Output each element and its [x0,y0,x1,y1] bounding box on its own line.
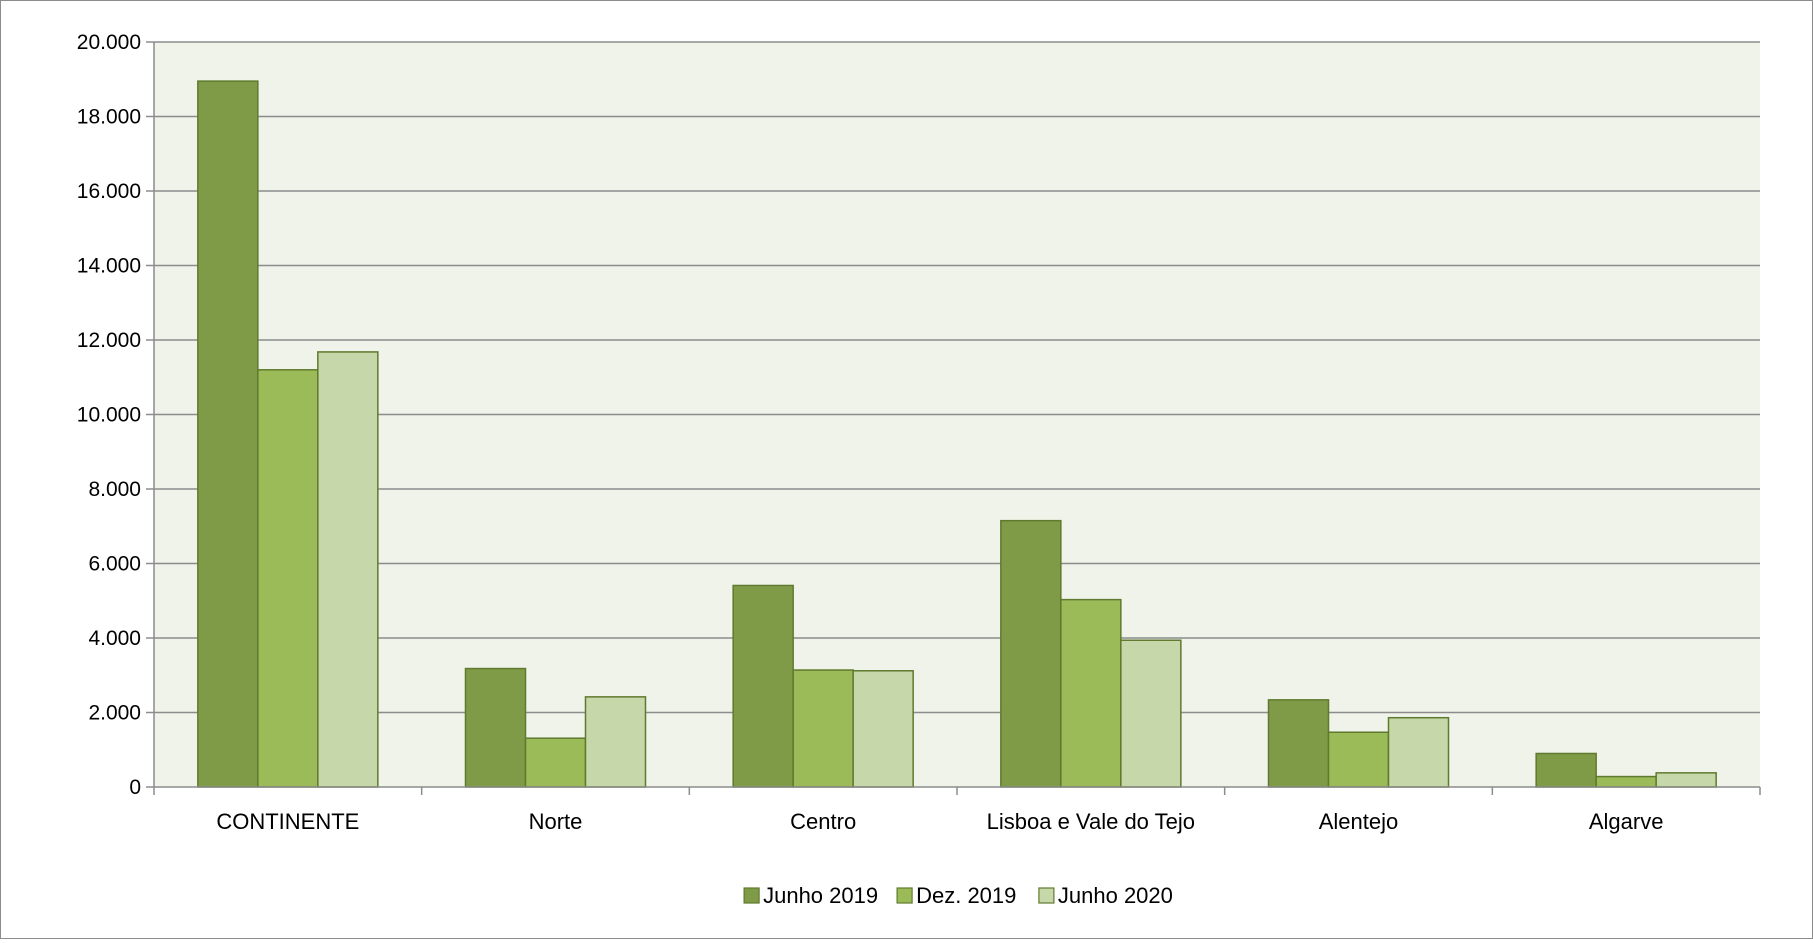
bar [1120,639,1182,788]
y-tick-label: 8.000 [88,478,141,501]
bar [1267,699,1330,788]
bars [197,80,1717,788]
legend-label: Dez. 2019 [916,883,1016,908]
bar [852,670,914,788]
bar [464,667,527,788]
legend-swatch [1038,887,1055,904]
bar [1327,731,1390,788]
bar [1535,752,1597,788]
bar [1060,598,1122,788]
bar [524,737,587,788]
y-tick-label: 14.000 [77,255,141,278]
legend: Junho 2019 Dez. 2019 Junho 2020 [743,883,1173,908]
bar [732,584,794,788]
legend-swatch [743,887,760,904]
y-axis-tick-labels: 0 2.000 4.000 6.000 8.000 10.000 12.000 14.000 1… [77,31,141,799]
axes [146,41,1761,795]
bar [1655,772,1717,788]
y-tick-label: 20.000 [77,31,141,54]
bar [792,669,854,788]
y-tick-label: 12.000 [77,329,141,352]
x-tick-label: Alentejo [1319,809,1399,834]
x-tick-label: Lisboa e Vale do Tejo [987,809,1195,834]
legend-label: Junho 2019 [763,883,878,908]
y-tick-label: 16.000 [77,180,141,203]
bar [1000,519,1062,788]
x-tick-label: Norte [529,809,583,834]
y-tick-label: 4.000 [88,627,141,650]
bar [1595,775,1657,788]
y-tick-label: 6.000 [88,553,141,576]
y-tick-label: 18.000 [77,106,141,129]
bar [257,369,319,788]
legend-label: Junho 2020 [1058,883,1173,908]
x-tick-label: CONTINENTE [216,809,359,834]
x-tick-label: Centro [790,809,856,834]
bar [1387,716,1450,788]
y-tick-label: 10.000 [77,404,141,427]
x-axis-tick-labels: CONTINENTE Norte Centro Lisboa e Vale do Te… [216,809,1663,834]
y-tick-label: 2.000 [88,702,141,725]
x-tick-label: Algarve [1589,809,1664,834]
y-tick-label: 0 [129,776,141,799]
bar [317,351,379,788]
legend-swatch [896,887,913,904]
bar [584,696,647,788]
bar [197,80,259,788]
gridlines [154,41,1760,714]
